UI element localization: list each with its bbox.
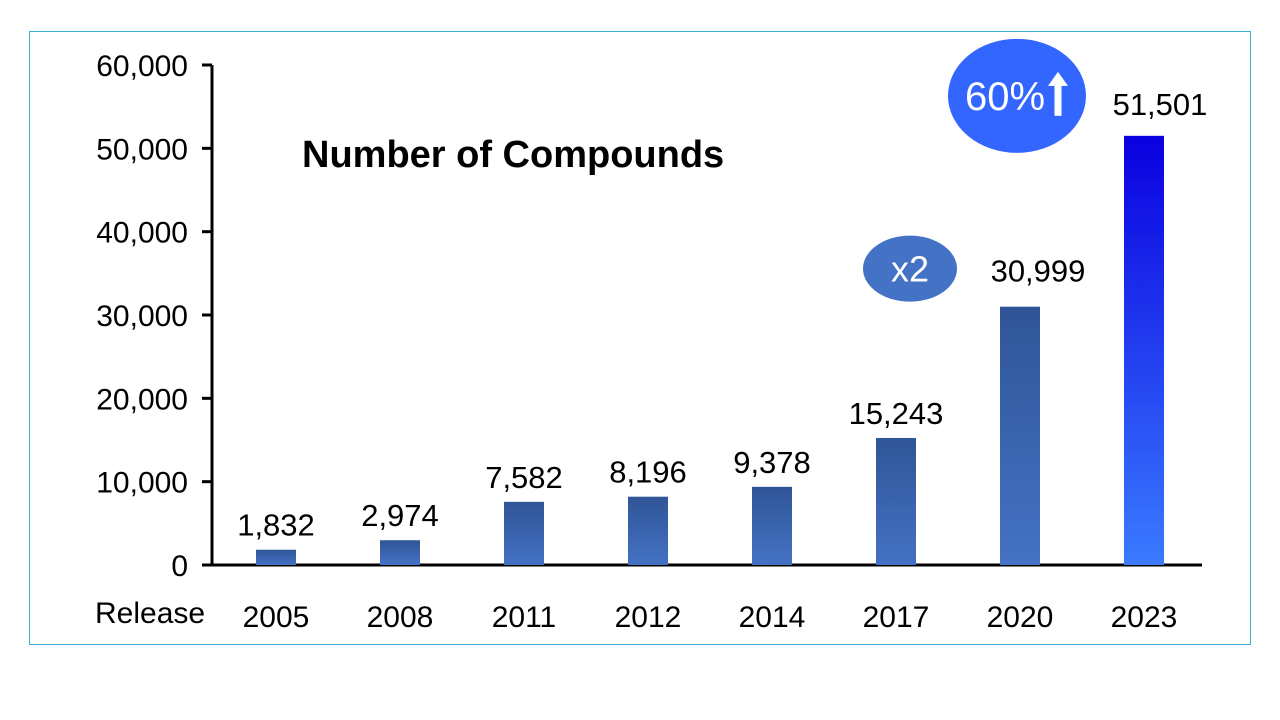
y-tick-label: 20,000	[96, 383, 188, 416]
y-tick-label: 0	[171, 550, 188, 583]
badge-60-percent-text: 60%	[965, 75, 1045, 119]
x-tick-label: 2012	[615, 601, 682, 634]
y-tick-label: 60,000	[96, 50, 188, 83]
arrow-up-icon	[1048, 71, 1068, 116]
value-label: 1,832	[237, 508, 315, 543]
x-tick-label: 2011	[492, 601, 557, 634]
bar	[752, 486, 792, 565]
value-label: 2,974	[361, 498, 439, 533]
value-label: 8,196	[609, 455, 687, 490]
bar	[1124, 135, 1164, 565]
bar	[628, 496, 668, 565]
badge-x2-text: x2	[891, 249, 929, 290]
value-label: 30,999	[991, 254, 1086, 289]
y-tick-label: 10,000	[96, 467, 188, 500]
bar	[1000, 306, 1040, 565]
bar	[504, 501, 544, 565]
x-axis: Release 2005 2008 2011 2012 2014 2017 2020 2023	[95, 563, 1202, 634]
bar	[256, 549, 296, 565]
y-tick-label: 30,000	[96, 300, 188, 333]
y-tick-label: 40,000	[96, 217, 188, 250]
y-tick-label: 50,000	[96, 133, 188, 166]
value-labels: 1,832 2,974 7,582 8,196 9,378 15,243 30,999 51,…	[237, 87, 1207, 543]
bars	[256, 135, 1164, 565]
bar	[380, 540, 420, 565]
chart-frame	[29, 31, 1251, 645]
x-tick-label: 2008	[367, 601, 434, 634]
x-axis-label: Release	[95, 597, 205, 630]
arrow-shaft	[1054, 83, 1062, 116]
bar	[876, 437, 916, 565]
y-axis: 0 10,000 20,000 30,000 40,000 50,000 60,000	[96, 50, 214, 583]
x-tick-label: 2014	[739, 601, 806, 634]
x-tick-label: 2005	[243, 601, 310, 634]
x-tick-label: 2023	[1111, 601, 1178, 634]
value-label: 7,582	[485, 460, 563, 495]
value-label: 51,501	[1113, 87, 1208, 122]
annotations: x2 60%	[863, 38, 1086, 302]
arrow-head	[1048, 71, 1068, 86]
x-tick-label: 2020	[987, 601, 1054, 634]
chart-title: Number of Compounds	[302, 134, 724, 176]
x-tick-label: 2017	[863, 601, 930, 634]
badge-x2	[863, 235, 957, 302]
value-label: 9,378	[733, 445, 811, 480]
value-label: 15,243	[849, 396, 944, 431]
badge-60-percent	[948, 38, 1086, 153]
